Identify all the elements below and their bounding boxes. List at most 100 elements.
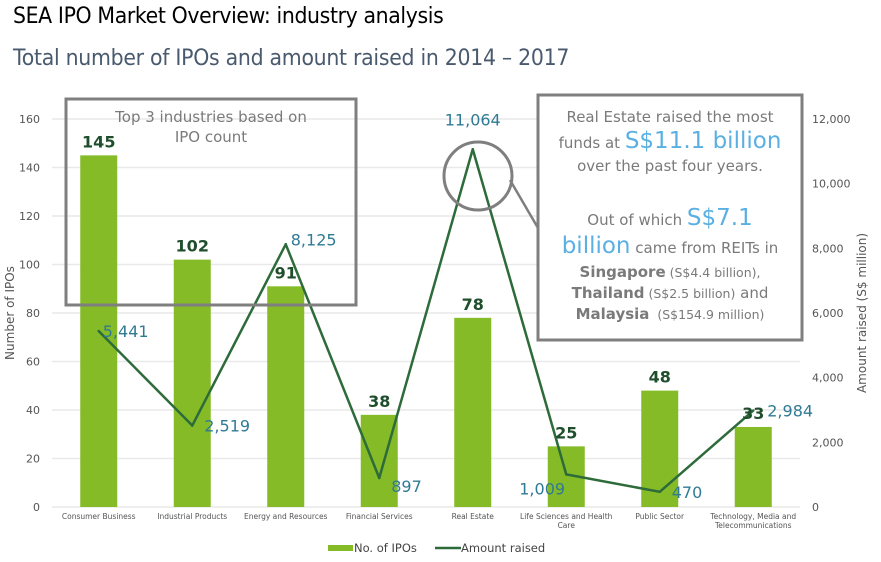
re-reit-amount: S$7.1 — [687, 205, 753, 231]
re-malaysia: Malaysia — [576, 305, 650, 323]
category-label: Financial Services — [346, 512, 413, 521]
re-line7-suffix: and — [735, 284, 768, 302]
left-axis-tick-label: 60 — [26, 356, 40, 369]
re-malaysia-amount: (S$154.9 million) — [649, 307, 764, 322]
left-axis-tick-label: 100 — [19, 259, 40, 272]
left-axis-tick-label: 0 — [33, 501, 40, 514]
amount-line-point — [284, 243, 287, 246]
category-labels: Consumer Business Industrial Products Ener… — [62, 512, 796, 530]
line-data-labels: 5,441 2,519 8,125 897 11,064 1,009 470 2,984 — [103, 110, 813, 502]
bar — [641, 390, 679, 507]
re-annotation-line5: billion came from REITs in — [562, 233, 779, 259]
right-axis-ticks: 0 2,000 4,000 6,000 8,000 10,000 12,000 — [812, 113, 851, 514]
re-line5-suffix: came from REITs in — [631, 239, 779, 257]
amount-line-segment — [658, 409, 755, 494]
chart-subtitle: Total number of IPOs and amount raised i… — [13, 46, 570, 71]
bar-data-labels: 145 102 91 38 78 25 48 33 — [82, 132, 764, 442]
re-annotation-line4: Out of which S$7.1 — [587, 205, 752, 231]
re-annotation-line2: funds at S$11.1 billion — [559, 128, 782, 154]
left-axis-title: Number of IPOs — [3, 266, 17, 360]
amount-line-segment — [191, 243, 287, 427]
re-annotation-line8: Malaysia (S$154.9 million) — [576, 305, 765, 323]
right-axis-tick-label: 0 — [812, 501, 819, 514]
amount-line-point — [378, 476, 381, 480]
top3-annotation-box — [64, 97, 358, 307]
re-thailand-amount: (S$2.5 billion) — [644, 286, 735, 301]
bar-data-label: 48 — [649, 368, 671, 387]
left-axis-tick-label: 120 — [19, 210, 40, 223]
bar-data-label: 38 — [368, 392, 390, 411]
line-data-label: 5,441 — [103, 322, 149, 341]
real-estate-highlight-circle — [442, 140, 514, 212]
legend-bar-swatch — [328, 545, 353, 551]
right-axis-tick-label: 2,000 — [812, 436, 844, 449]
bar — [267, 286, 305, 507]
legend: No. of IPOs Amount raised — [328, 541, 545, 555]
line-data-label: 2,519 — [204, 417, 250, 436]
right-axis-tick-label: 4,000 — [812, 372, 844, 385]
re-singapore-amount: (S$4.4 billion), — [666, 265, 761, 280]
amount-line-point — [658, 490, 661, 494]
left-axis-tick-label: 160 — [19, 113, 40, 126]
left-axis-tick-label: 20 — [26, 453, 40, 466]
bar — [454, 317, 492, 507]
page-title: SEA IPO Market Overview: industry analys… — [13, 4, 444, 29]
bar-data-label: 25 — [555, 423, 577, 442]
re-total-amount: S$11.1 billion — [625, 128, 782, 154]
amount-line-segment — [97, 329, 194, 427]
amount-line-segment — [471, 148, 568, 476]
amount-line-point — [752, 409, 755, 412]
bar-data-label: 91 — [275, 263, 297, 282]
left-axis-ticks: 0 20 40 60 80 100 120 140 160 — [19, 113, 40, 514]
amount-line-point — [191, 424, 194, 427]
re-annotation-line7: Thailand (S$2.5 billion) and — [572, 284, 769, 302]
line-data-label: 1,009 — [519, 479, 565, 498]
category-label: Consumer Business — [62, 512, 136, 521]
category-label: Care — [558, 521, 576, 530]
bar-data-label: 33 — [742, 404, 764, 423]
right-axis-tick-label: 12,000 — [812, 113, 851, 126]
category-label: Life Sciences and Health — [520, 512, 613, 521]
left-axis-tick-label: 80 — [26, 307, 40, 320]
amount-line-point — [565, 473, 568, 476]
right-axis-tick-label: 6,000 — [812, 307, 844, 320]
line-data-label: 11,064 — [445, 110, 501, 129]
re-annotation-line1: Real Estate raised the most — [566, 108, 773, 126]
category-label: Public Sector — [635, 512, 685, 521]
highlight-connector — [508, 179, 540, 229]
re-annotation-line6: Singapore (S$4.4 billion), — [580, 263, 761, 281]
right-axis-tick-label: 8,000 — [812, 242, 844, 255]
top3-annotation-line1: Top 3 industries based on — [114, 108, 307, 126]
re-thailand: Thailand — [572, 284, 645, 302]
bar-data-label: 102 — [176, 237, 209, 256]
category-label: Energy and Resources — [244, 512, 328, 521]
bar — [734, 426, 772, 507]
line-data-label: 897 — [391, 477, 422, 496]
left-axis-tick-label: 140 — [19, 162, 40, 175]
legend-bar-label: No. of IPOs — [354, 541, 417, 555]
category-label: Real Estate — [452, 512, 495, 521]
line-data-label: 470 — [672, 483, 703, 502]
right-axis-tick-label: 10,000 — [812, 178, 851, 191]
bar — [173, 259, 211, 507]
left-axis-tick-label: 40 — [26, 404, 40, 417]
re-reit-amount-unit: billion — [562, 233, 631, 259]
amount-line-point — [97, 329, 100, 333]
re-singapore: Singapore — [580, 263, 666, 281]
top3-annotation-line2: IPO count — [175, 128, 247, 146]
bar-data-label: 78 — [462, 295, 484, 314]
amount-line-point — [471, 148, 474, 151]
re-annotation-line3: over the past four years. — [577, 157, 763, 175]
category-label: Technology, Media and — [709, 512, 796, 521]
right-axis-title: Amount raised (S$ million) — [855, 233, 869, 393]
re-line2-prefix: funds at — [559, 134, 625, 152]
line-data-label: 8,125 — [291, 230, 337, 249]
re-line4-prefix: Out of which — [587, 211, 687, 229]
legend-line-label: Amount raised — [461, 541, 545, 555]
line-data-label: 2,984 — [767, 402, 813, 421]
bar-data-label: 145 — [82, 132, 115, 151]
amount-line-segment — [565, 473, 661, 494]
amount-line-segment — [284, 243, 381, 480]
real-estate-annotation-box — [536, 93, 804, 342]
